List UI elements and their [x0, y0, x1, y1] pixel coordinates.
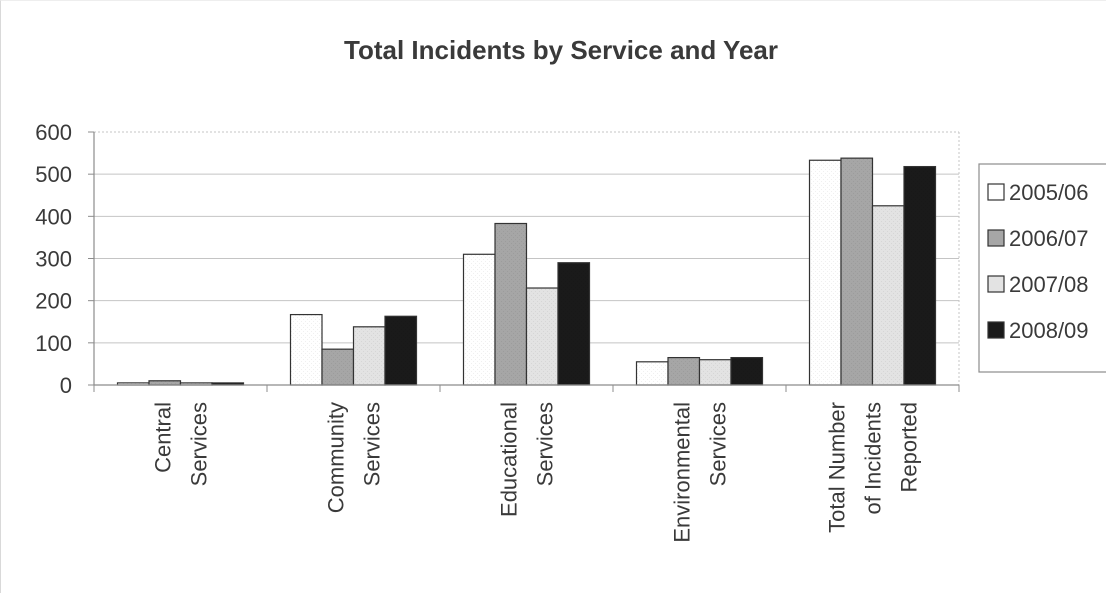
bar-texture: [290, 314, 322, 385]
x-tick-label-line: Reported: [897, 402, 922, 493]
bar-texture: [904, 166, 936, 385]
x-tick-label-line: Services: [706, 402, 731, 486]
bar-texture: [180, 382, 212, 385]
x-tick-label: Total Number of Incidents Reported: [825, 402, 922, 533]
bar-texture: [699, 359, 731, 385]
bars: [116, 157, 937, 386]
y-tick-label: 600: [35, 120, 72, 145]
bar-texture: [322, 349, 354, 385]
legend-label: 2005/06: [1009, 180, 1089, 205]
legend-swatch: [987, 183, 1005, 201]
x-tick-label-line: Services: [360, 402, 385, 486]
y-tick-label: 300: [35, 247, 72, 272]
y-tick-label: 400: [35, 204, 72, 229]
bar-texture: [558, 262, 590, 385]
bar-texture: [526, 288, 558, 385]
x-tick-label-line: Community: [324, 402, 349, 513]
x-tick-label-line: Environmental: [670, 402, 695, 543]
x-tick-label-line: Central: [151, 402, 176, 473]
bar-texture: [149, 380, 181, 385]
x-tick-label-line: Services: [533, 402, 558, 486]
bar-texture: [212, 382, 244, 385]
x-tick-label: Educational Services: [497, 402, 558, 517]
legend-swatch: [987, 321, 1005, 339]
x-tick-label-line: Services: [187, 402, 212, 486]
bar-texture: [872, 205, 904, 385]
axes: [88, 131, 960, 392]
y-tick-labels: 0 100 200 300 400 500 600: [35, 120, 72, 398]
bar-texture: [353, 326, 385, 385]
legend: 2005/06 2006/07 2007/08 2008/09: [978, 163, 1106, 373]
y-tick-label: 500: [35, 162, 72, 187]
bar-texture: [463, 254, 495, 385]
x-tick-label: Community Services: [324, 402, 385, 513]
bar-texture: [731, 357, 763, 385]
bar-texture: [495, 223, 527, 385]
y-tick-label: 0: [60, 373, 72, 398]
x-tick-label-line: Educational: [497, 402, 522, 517]
bar-texture: [385, 316, 417, 385]
y-tick-label: 100: [35, 331, 72, 356]
bar-texture: [841, 158, 873, 385]
legend-swatch: [987, 229, 1005, 247]
x-tick-label-line: of Incidents: [861, 402, 886, 515]
bar-texture: [668, 357, 700, 385]
legend-label: 2006/07: [1009, 226, 1089, 251]
x-tick-label-line: Total Number: [825, 402, 850, 533]
legend-swatch: [987, 275, 1005, 293]
legend-label: 2007/08: [1009, 272, 1089, 297]
x-tick-label: Central Services: [151, 402, 212, 486]
legend-label: 2008/09: [1009, 318, 1089, 343]
bar-texture: [809, 160, 841, 385]
y-tick-label: 200: [35, 289, 72, 314]
chart-title: Total Incidents by Service and Year: [344, 35, 778, 65]
x-tick-label: Environmental Services: [670, 402, 731, 543]
bar-texture: [117, 382, 149, 385]
x-tick-labels: Central Services Community Services Educatio…: [151, 402, 922, 543]
bar-texture: [636, 361, 668, 385]
